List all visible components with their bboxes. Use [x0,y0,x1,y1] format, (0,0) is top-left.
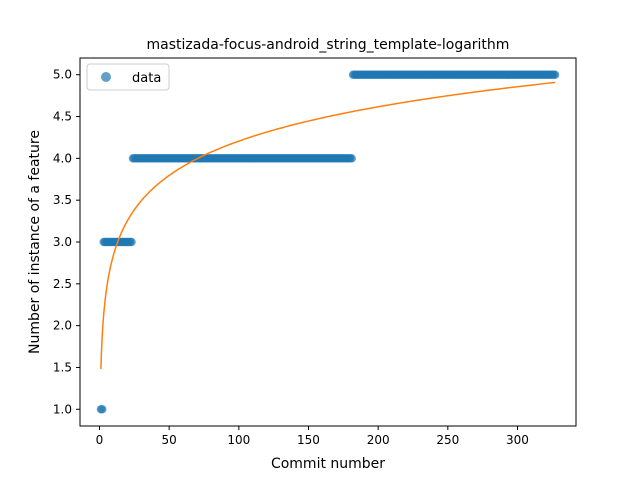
y-tick-label: 3.0 [53,235,72,249]
x-tick-label: 150 [297,433,320,447]
axes-layer: 0 50 100 150 200 250 300 1.0 1.5 2.0 2.5 3.0 3.5 4.0 4… [53,68,529,447]
data-point [98,405,107,414]
y-tick-label: 4.0 [53,151,72,165]
y-axis-label: Number of instance of a feature [27,130,43,354]
x-tick-label: 300 [506,433,529,447]
x-tick-label: 250 [436,433,459,447]
x-axis-label: Commit number [271,456,385,472]
y-tick-label: 1.5 [53,360,72,374]
plot-area [80,58,576,426]
y-tick-label: 2.0 [53,319,72,333]
data-point [127,237,136,247]
y-tick-label: 1.0 [53,402,72,416]
x-tick-label: 200 [367,433,390,447]
data-layer [96,70,560,414]
y-tick-label: 5.0 [53,68,72,82]
chart-title: mastizada-focus-android_string_template-… [147,37,510,53]
data-point [347,154,356,163]
y-tick-label: 2.5 [53,277,72,291]
legend-label-data: data [132,71,161,86]
data-point [550,70,560,79]
fit-line [100,81,556,370]
legend-box [86,63,170,91]
x-tick-label: 50 [162,433,177,447]
series-data-points [96,70,560,414]
y-tick-label: 3.5 [53,193,72,207]
x-tick-label: 0 [96,433,104,447]
legend-marker-data [101,72,111,82]
x-tick-label: 100 [227,433,250,447]
legend: data [86,63,170,91]
plot-frame [79,57,577,427]
y-tick-label: 4.5 [53,110,72,124]
